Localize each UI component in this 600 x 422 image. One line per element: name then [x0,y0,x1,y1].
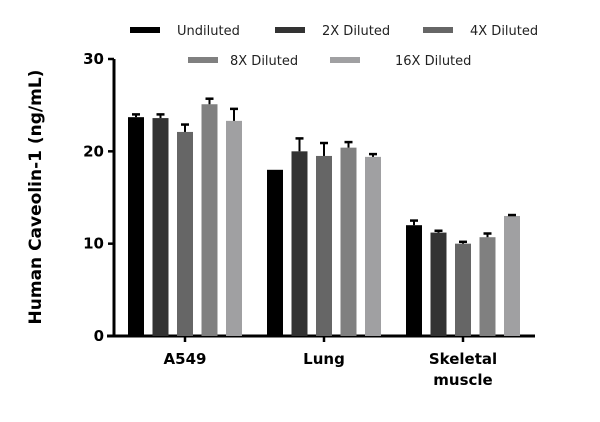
y-tick-label: 30 [83,50,104,68]
bars [128,97,520,337]
bar-16x-diluted-2 [504,215,520,336]
bar-2x-diluted-0 [152,118,169,337]
bar-8x-diluted-0 [201,104,218,336]
bar-16x-diluted-0 [226,120,242,336]
y-axis-label: Human Caveolin-1 (ng/mL) [26,70,46,325]
legend-label: Undiluted [177,24,240,39]
bar-2x-diluted-2 [430,232,447,336]
legend-swatch [423,27,453,33]
legend-label: 2X Diluted [322,24,390,39]
bar-undiluted-2 [406,225,422,336]
y-tick-label: 20 [83,142,104,160]
y-tick-label: 0 [94,327,104,345]
bar-8x-diluted-1 [340,147,357,336]
legend-label: 16X Diluted [395,54,471,69]
legend-label: 8X Diluted [230,54,298,69]
x-axis: A549 Lung Skeletal muscle [107,334,535,389]
legend-label: 4X Diluted [470,24,538,39]
x-tick-label: A549 [164,350,207,368]
bar-16x-diluted-1 [365,156,381,336]
bar-2x-diluted-1 [291,151,308,336]
bar-undiluted-1 [267,169,283,336]
bar-undiluted-0 [128,117,144,336]
y-axis: 0 10 20 30 [83,50,116,345]
legend-swatch [188,57,218,63]
legend-swatch [130,27,160,33]
bar-4x-diluted-1 [316,155,332,336]
x-tick-label: muscle [433,371,492,389]
x-tick-label: Lung [303,350,345,368]
bar-8x-diluted-2 [479,237,496,336]
y-tick-label: 10 [83,235,104,253]
bar-4x-diluted-2 [455,243,471,336]
legend-swatch [330,57,360,63]
x-tick-label: Skeletal [429,350,497,368]
legend: Undiluted 2X Diluted 4X Diluted 8X Diluted 1… [130,24,538,69]
bar-4x-diluted-0 [177,131,193,336]
legend-swatch [275,27,305,33]
